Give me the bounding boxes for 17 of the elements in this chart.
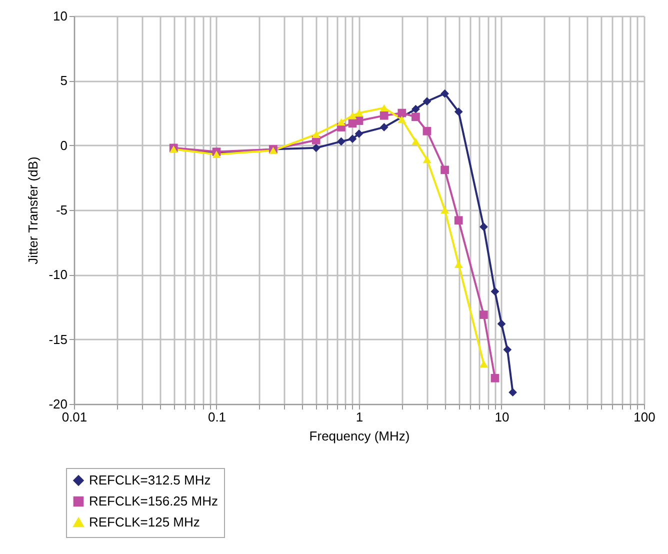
- y-tick-label: -10: [48, 267, 68, 282]
- y-tick-label: 0: [60, 138, 68, 153]
- x-tick-label: 0.01: [62, 410, 88, 424]
- y-tick-label: -20: [48, 396, 68, 412]
- legend-label: REFCLK=312.5 MHz: [89, 472, 211, 488]
- y-tick-label: 10: [53, 8, 68, 24]
- legend-label: REFCLK=156.25 MHz: [89, 494, 218, 508]
- y-tick-label: -15: [48, 332, 68, 347]
- x-tick-label: 1: [356, 410, 364, 424]
- legend-label: REFCLK=125 MHz: [89, 514, 200, 530]
- x-tick-label: 0.1: [208, 410, 226, 424]
- y-tick-label: 5: [60, 73, 68, 88]
- x-tick-label: 100: [634, 410, 656, 424]
- x-axis-title: Frequency (MHz): [309, 428, 410, 444]
- y-tick-label: -5: [56, 202, 68, 218]
- y-axis-title: Jitter Transfer (dB): [26, 156, 41, 264]
- x-tick-label: 10: [494, 410, 510, 424]
